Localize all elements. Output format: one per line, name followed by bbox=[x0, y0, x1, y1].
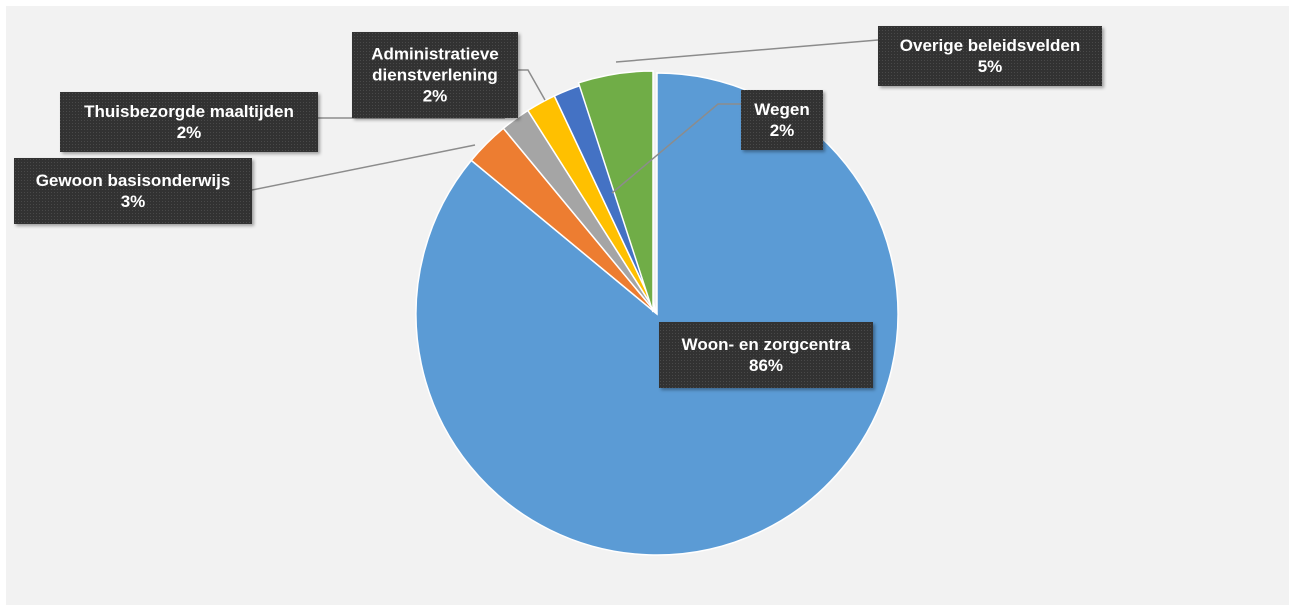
data-label-thuisbezorgde-maaltijden: Thuisbezorgde maaltijden 2% bbox=[60, 92, 318, 152]
data-label-box bbox=[14, 158, 252, 224]
data-label-administratieve-dienstverlening: Administratieve dienstverlening 2% bbox=[352, 32, 518, 118]
data-label-box bbox=[60, 92, 318, 152]
data-label-value: 2% bbox=[770, 121, 795, 140]
data-label-value: 5% bbox=[978, 57, 1003, 76]
data-label-category: Overige beleidsvelden bbox=[900, 36, 1080, 55]
data-label-overige-beleidsvelden: Overige beleidsvelden 5% bbox=[878, 26, 1102, 86]
leader-line-wegen bbox=[611, 103, 741, 194]
data-label-value: 3% bbox=[121, 192, 146, 211]
data-label-gewoon-basisonderwijs: Gewoon basisonderwijs 3% bbox=[14, 158, 252, 224]
leader-line-gewoon-basisonderwijs bbox=[251, 144, 476, 191]
data-label-box bbox=[741, 90, 823, 150]
data-label-category: Wegen bbox=[754, 100, 809, 119]
data-label-category: Thuisbezorgde maaltijden bbox=[84, 102, 294, 121]
data-label-category: Gewoon basisonderwijs bbox=[36, 171, 231, 190]
pie-slice-overige-beleidsvelden bbox=[577, 70, 654, 313]
data-label-category: Administratieve bbox=[371, 45, 499, 64]
data-label-value: 2% bbox=[177, 123, 202, 142]
leader-line-overige-beleidsvelden bbox=[615, 39, 879, 63]
data-label-woon-en-zorgcentra: Woon- en zorgcentra 86% bbox=[659, 322, 873, 388]
leader-line-administratieve-dienstverlening bbox=[518, 69, 546, 101]
data-label-value: 2% bbox=[423, 87, 448, 106]
data-label-wegen: Wegen 2% bbox=[741, 90, 823, 150]
data-label-box bbox=[878, 26, 1102, 86]
data-label-category: Woon- en zorgcentra bbox=[682, 335, 851, 354]
data-label-value: 86% bbox=[749, 356, 783, 375]
data-label-category: dienstverlening bbox=[372, 66, 498, 85]
data-label-box bbox=[659, 322, 873, 388]
data-label-box bbox=[352, 32, 518, 118]
